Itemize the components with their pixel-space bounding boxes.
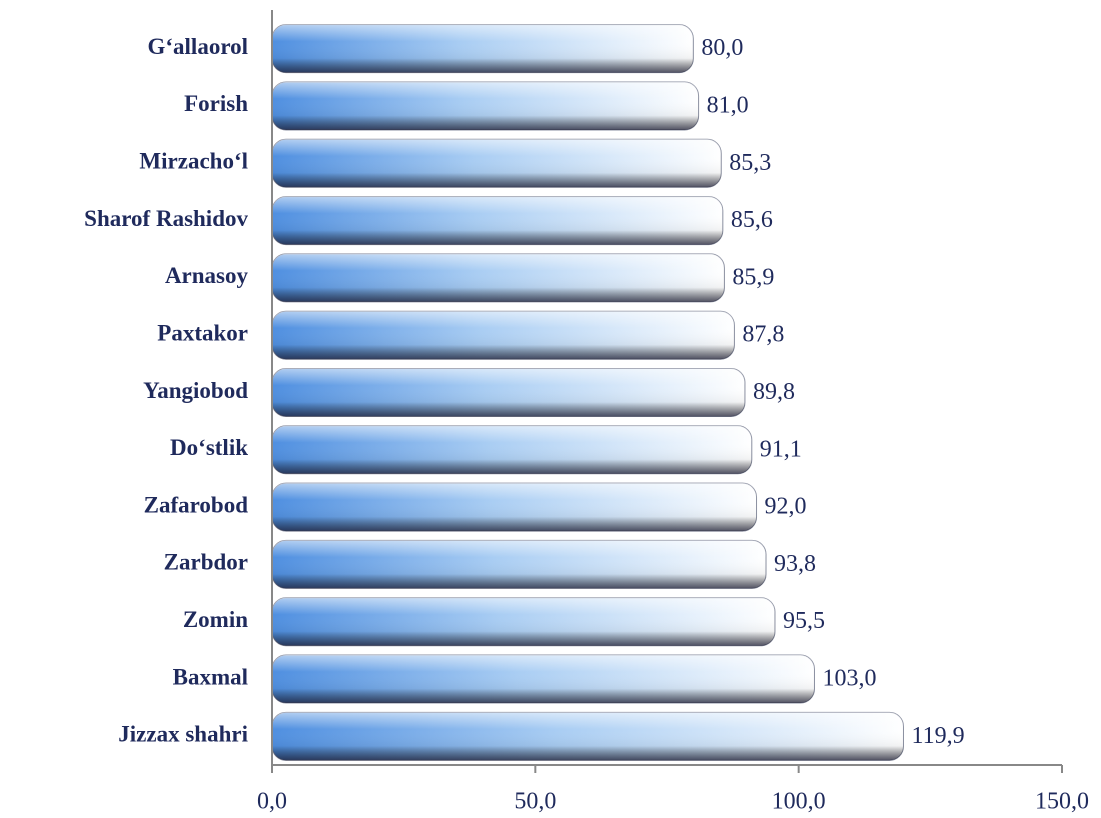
category-label: Arnasoy bbox=[165, 263, 249, 288]
x-tick-label: 0,0 bbox=[257, 789, 287, 815]
bar-shade bbox=[272, 425, 752, 474]
bar-shade bbox=[272, 196, 723, 245]
value-label: 85,6 bbox=[731, 207, 773, 233]
bar-shade bbox=[272, 368, 745, 417]
bar-shade bbox=[272, 81, 699, 130]
bar-shade bbox=[272, 597, 775, 646]
value-label: 93,8 bbox=[774, 551, 816, 577]
value-label: 95,5 bbox=[783, 608, 825, 634]
bar-shade bbox=[272, 712, 904, 761]
value-label: 85,9 bbox=[732, 264, 774, 290]
value-label: 119,9 bbox=[911, 723, 964, 749]
category-label: Zafarobod bbox=[144, 492, 249, 517]
category-label: Baxmal bbox=[173, 664, 248, 689]
category-label: G‘allaorol bbox=[147, 34, 248, 59]
x-tick-label: 150,0 bbox=[1035, 789, 1089, 815]
x-tick-label: 50,0 bbox=[514, 789, 556, 815]
value-label: 91,1 bbox=[760, 436, 802, 462]
category-label: Paxtakor bbox=[157, 320, 248, 345]
value-label: 92,0 bbox=[765, 494, 807, 520]
value-label: 85,3 bbox=[729, 150, 771, 176]
value-label: 89,8 bbox=[753, 379, 795, 405]
category-label: Forish bbox=[184, 91, 248, 116]
bar-shade bbox=[272, 655, 815, 704]
category-label: Zarbdor bbox=[164, 550, 248, 575]
category-label: Sharof Rashidov bbox=[84, 206, 248, 231]
bar-shade bbox=[272, 139, 722, 188]
bar-shade bbox=[272, 253, 725, 302]
bar-shade bbox=[272, 483, 757, 532]
category-label: Jizzax shahri bbox=[118, 722, 248, 747]
bar-shade bbox=[272, 311, 735, 360]
bar-shade bbox=[272, 24, 694, 73]
bar-shade bbox=[272, 540, 767, 589]
value-label: 103,0 bbox=[822, 666, 876, 692]
category-label: Yangiobod bbox=[143, 378, 248, 403]
category-label: Mirzacho‘l bbox=[139, 149, 248, 174]
value-label: 87,8 bbox=[742, 322, 784, 348]
category-label: Zomin bbox=[183, 607, 248, 632]
category-label: Do‘stlik bbox=[170, 435, 248, 460]
value-label: 80,0 bbox=[701, 35, 743, 61]
value-label: 81,0 bbox=[707, 92, 749, 118]
x-tick-label: 100,0 bbox=[772, 789, 826, 815]
